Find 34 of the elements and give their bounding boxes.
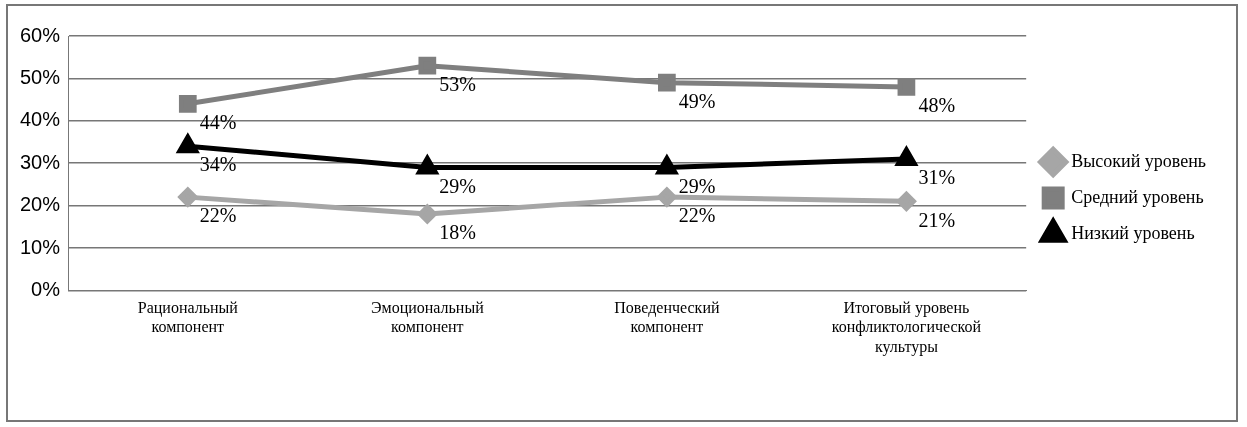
point bbox=[658, 73, 676, 92]
data-label: 22% bbox=[678, 204, 716, 227]
x-tick-label: Итоговый уровень конфликтологической культуры bbox=[831, 299, 982, 356]
y-tick-label: 0% bbox=[31, 277, 61, 300]
data-label: 53% bbox=[439, 72, 477, 95]
point bbox=[418, 56, 437, 75]
data-label: 21% bbox=[918, 208, 956, 231]
legend-label: Низкий уровень bbox=[1071, 222, 1195, 243]
y-tick-label: 30% bbox=[20, 150, 61, 173]
x-tick-label: Эмоциональный компонент bbox=[370, 299, 485, 336]
point bbox=[897, 78, 916, 96]
legend-label: Средний уровень bbox=[1071, 186, 1204, 207]
data-label: 18% bbox=[439, 221, 477, 244]
x-tick-label: Поведенческий компонент bbox=[614, 299, 720, 336]
point bbox=[417, 204, 437, 224]
y-tick-label: 10% bbox=[20, 235, 61, 258]
data-label: 49% bbox=[678, 89, 716, 112]
data-label: 34% bbox=[199, 153, 237, 176]
y-tick-label: 20% bbox=[20, 193, 61, 216]
data-label: 29% bbox=[678, 174, 716, 197]
y-tick-label: 40% bbox=[20, 108, 61, 131]
data-label: 31% bbox=[918, 166, 956, 189]
data-label: 48% bbox=[918, 94, 956, 117]
point bbox=[657, 187, 677, 207]
y-tick-label: 50% bbox=[20, 65, 61, 88]
point bbox=[896, 191, 916, 211]
point bbox=[178, 187, 198, 207]
point bbox=[178, 94, 197, 113]
legend-label: Высокий уровень bbox=[1071, 150, 1206, 171]
data-label: 29% bbox=[439, 174, 477, 197]
data-label: 22% bbox=[199, 204, 237, 227]
y-tick-label: 60% bbox=[20, 23, 61, 46]
x-tick-label: Рациональный компонент bbox=[137, 299, 239, 336]
data-label: 44% bbox=[199, 111, 237, 134]
